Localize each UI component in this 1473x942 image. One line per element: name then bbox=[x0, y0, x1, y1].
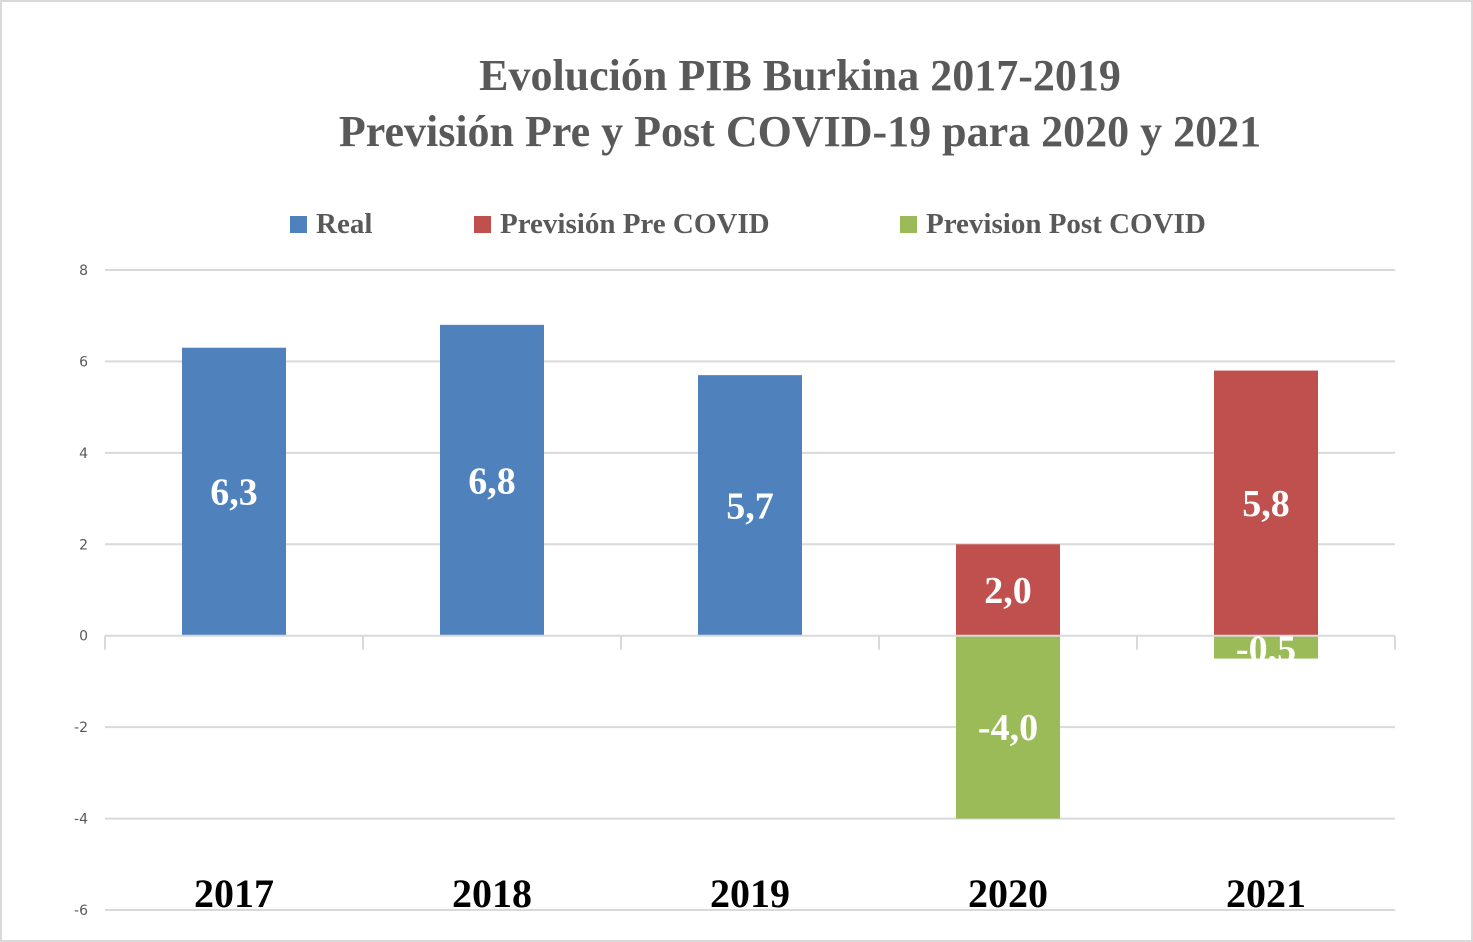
labels: 8 6 4 2 0 -2 -4 -6 6,3 6,8 5,7 2,0 5,8 -4,0 -0,5 2017 20… bbox=[74, 263, 1306, 919]
data-label: 6,3 bbox=[210, 472, 258, 514]
y-tick-label: 6 bbox=[79, 354, 88, 370]
data-label: 6,8 bbox=[468, 460, 516, 502]
chart-title-line-1: Evolución PIB Burkina 2017-2019 bbox=[479, 51, 1121, 100]
y-tick-label: -6 bbox=[74, 903, 88, 919]
bars bbox=[182, 324, 1318, 819]
bar bbox=[1214, 635, 1318, 659]
legend-label-prevision-pre-covid: Previsión Pre COVID bbox=[500, 207, 770, 240]
legend-item-prevision-post-covid: Prevision Post COVID bbox=[900, 204, 1206, 244]
category-label: 2018 bbox=[452, 871, 532, 916]
bar bbox=[440, 324, 544, 636]
legend-item-real: Real bbox=[290, 204, 372, 244]
legend-label-prevision-post-covid: Prevision Post COVID bbox=[926, 207, 1206, 240]
y-tick-label: 4 bbox=[79, 446, 88, 462]
legend-label-real: Real bbox=[316, 207, 373, 240]
data-label: -0,5 bbox=[1236, 629, 1296, 671]
category-label: 2021 bbox=[1226, 871, 1306, 916]
legend-item-prevision-pre-covid: Previsión Pre COVID bbox=[474, 204, 770, 244]
data-label: 2,0 bbox=[984, 570, 1032, 612]
data-label: 5,7 bbox=[726, 485, 774, 527]
legend-swatch-real bbox=[290, 215, 307, 233]
legend-swatch-prevision-pre-covid bbox=[474, 215, 491, 233]
y-tick-label: -4 bbox=[74, 812, 88, 828]
chart-title: Evolución PIB Burkina 2017-2019 Previsió… bbox=[0, 48, 1473, 160]
data-label: -4,0 bbox=[978, 707, 1038, 749]
category-axis bbox=[104, 634, 1396, 650]
category-label: 2020 bbox=[968, 871, 1048, 916]
bar bbox=[956, 635, 1060, 819]
bar bbox=[698, 375, 802, 636]
y-tick-label: -2 bbox=[74, 720, 88, 736]
category-label: 2017 bbox=[194, 871, 274, 916]
y-tick-label: 8 bbox=[79, 263, 88, 279]
category-label: 2019 bbox=[710, 871, 790, 916]
bar bbox=[956, 544, 1060, 636]
y-tick-label: 0 bbox=[79, 629, 88, 645]
bar bbox=[1214, 370, 1318, 636]
data-label: 5,8 bbox=[1242, 483, 1290, 525]
legend-swatch-prevision-post-covid bbox=[900, 215, 917, 233]
chart-title-line-2: Previsión Pre y Post COVID-19 para 2020 … bbox=[338, 107, 1262, 156]
bar bbox=[182, 347, 286, 636]
y-tick-label: 2 bbox=[79, 537, 88, 553]
